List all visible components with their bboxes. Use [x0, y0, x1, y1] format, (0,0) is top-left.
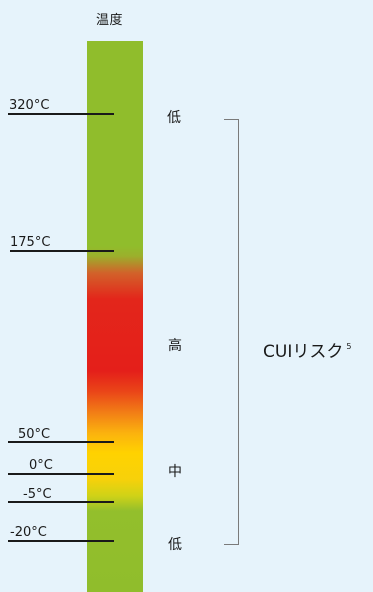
cui-risk-footnote: 5 [346, 342, 352, 351]
tick-line-320 [8, 113, 114, 115]
tick-line-minus5 [8, 501, 114, 503]
diagram-title: 温度 [96, 13, 124, 28]
tick-label-50: 50°C [18, 427, 51, 442]
tick-label-0: 0°C [29, 458, 53, 473]
tick-label-320: 320°C [9, 98, 50, 113]
risk-range-bracket [224, 119, 239, 545]
risk-level-low-top: 低 [167, 110, 181, 126]
tick-line-50 [8, 441, 114, 443]
cui-risk-label: CUIリスク 5 [263, 337, 351, 362]
risk-level-high: 高 [168, 338, 182, 354]
temperature-risk-gradient-bar [87, 41, 143, 592]
tick-label-175: 175°C [10, 235, 51, 250]
tick-line-175 [10, 250, 114, 252]
tick-line-minus20 [8, 540, 114, 542]
risk-level-medium: 中 [168, 464, 182, 480]
tick-line-0 [8, 473, 114, 475]
risk-level-low-bottom: 低 [168, 537, 182, 553]
cui-risk-text: CUIリスク [263, 342, 344, 362]
tick-label-minus5: -5°C [23, 487, 52, 502]
tick-label-minus20: -20°C [10, 525, 47, 540]
